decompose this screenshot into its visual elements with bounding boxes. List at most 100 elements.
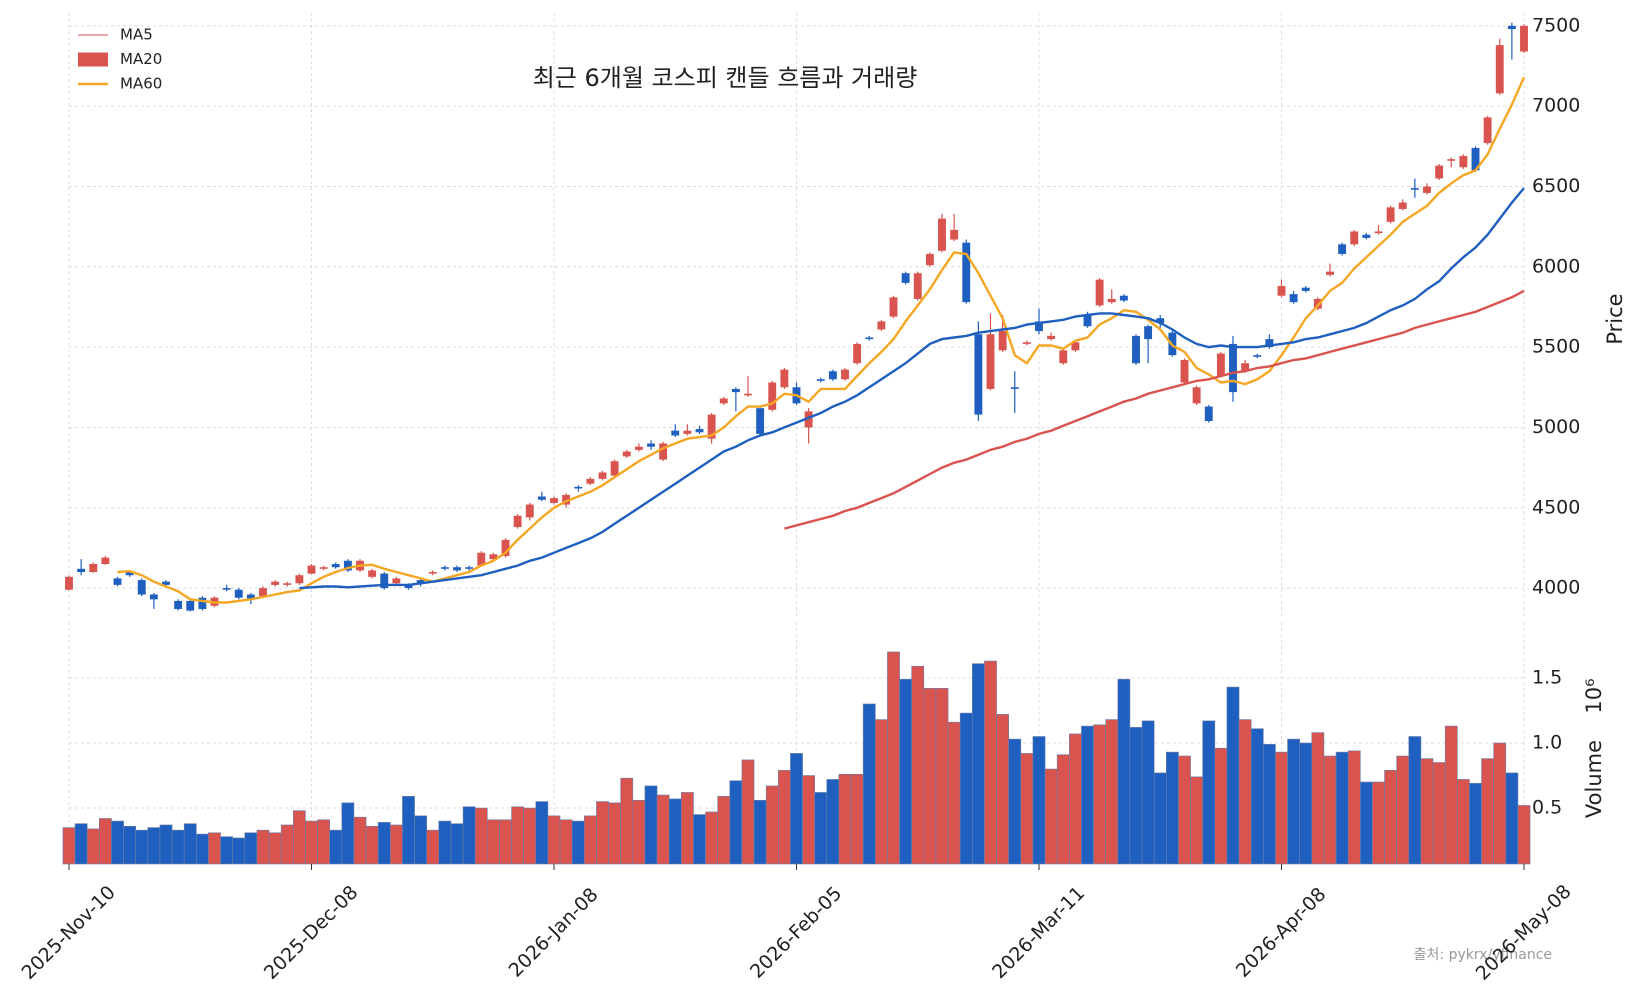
volume-multiplier: 10⁶ <box>1582 678 1606 713</box>
volume-bar <box>875 719 888 865</box>
volume-bar <box>1432 762 1446 865</box>
candle-body <box>283 583 292 585</box>
volume-bar <box>159 824 173 865</box>
candle-body <box>1289 294 1298 303</box>
volume-bar <box>1311 732 1325 865</box>
volume-bar <box>1044 768 1058 865</box>
legend-label: MA5 <box>120 26 153 44</box>
volume-bar <box>111 820 124 865</box>
candle-body <box>137 580 146 595</box>
candle-body <box>331 563 340 568</box>
candle-body <box>1374 231 1383 234</box>
volume-bar <box>208 832 221 865</box>
volume-bar <box>462 806 476 865</box>
candle-body <box>319 567 328 569</box>
volume-bar <box>1141 720 1155 865</box>
volume-bar <box>838 773 852 865</box>
volume-bar <box>511 806 524 865</box>
candle-body <box>149 594 158 600</box>
candle-body <box>1107 298 1116 303</box>
candle-body <box>392 578 401 584</box>
volume-bar <box>972 663 985 865</box>
candle-body <box>1059 350 1068 364</box>
candle-body <box>1435 165 1444 179</box>
volume-bar <box>1238 719 1252 865</box>
candle-body <box>671 430 680 436</box>
volume-bar <box>1481 758 1494 865</box>
candle-body <box>440 567 449 569</box>
candle-body <box>950 229 959 240</box>
candle-body <box>1144 326 1153 340</box>
volume-bar <box>899 678 912 865</box>
y-tick-label: 4500 <box>1532 496 1580 518</box>
volume-bar <box>1457 779 1470 865</box>
candle-body <box>962 242 971 303</box>
volume-bar <box>632 799 646 865</box>
volume-bar <box>232 837 246 865</box>
volume-bar <box>1032 736 1046 865</box>
candle-body <box>1192 387 1201 404</box>
moving-average-line <box>299 187 1525 590</box>
volume-bar <box>778 770 791 865</box>
volume-bar <box>765 785 779 865</box>
candle-body <box>574 486 583 489</box>
candle-body <box>198 597 207 609</box>
candle-body <box>998 331 1007 351</box>
candle-body <box>1180 359 1189 383</box>
volume-bar <box>1129 727 1143 865</box>
candle-body <box>1362 234 1371 238</box>
candle-body <box>525 504 534 518</box>
volume-bar <box>1166 751 1179 865</box>
volume-bar <box>596 801 609 865</box>
candle-body <box>610 461 619 476</box>
candle-body <box>695 429 704 433</box>
candle-body <box>550 498 558 503</box>
candle-body <box>853 343 862 364</box>
candle-body <box>295 575 304 584</box>
volume-bar <box>1069 733 1082 865</box>
candle-body <box>113 578 122 585</box>
candle-body <box>416 580 425 584</box>
volume-bar <box>317 819 330 865</box>
candle-body <box>1071 342 1080 351</box>
candle-body <box>804 411 813 428</box>
volume-bar <box>1408 736 1422 865</box>
candle-body <box>841 369 849 380</box>
y-tick-label: 5000 <box>1532 416 1580 438</box>
candle-body <box>865 337 874 340</box>
volume-tick-label: 1.0 <box>1532 732 1562 754</box>
candle-body <box>380 573 389 589</box>
volume-bar <box>426 829 440 865</box>
volume-bar <box>1008 738 1022 865</box>
volume-bar <box>1093 724 1106 865</box>
volume-bar <box>268 832 282 865</box>
candle-body <box>1119 295 1128 301</box>
y-tick-label: 6000 <box>1532 255 1580 277</box>
x-tick-label: 2026-Feb-05 <box>746 882 846 982</box>
y-tick-label: 6500 <box>1532 175 1580 197</box>
candle-body <box>719 398 728 404</box>
candle-body <box>780 369 789 388</box>
volume-bar <box>523 807 537 865</box>
candle-body <box>477 552 486 566</box>
moving-average-line <box>784 289 1525 530</box>
volume-bar <box>171 829 185 865</box>
candle-body <box>125 572 134 576</box>
candle-body <box>1520 25 1528 52</box>
candle-body <box>501 539 510 556</box>
volume-bar <box>123 825 136 865</box>
candle-body <box>1035 321 1043 332</box>
candle-body <box>1253 355 1262 357</box>
volume-bar <box>499 819 512 865</box>
candle-body <box>1265 339 1274 348</box>
candle-body <box>1229 343 1237 393</box>
candle-body <box>89 563 98 573</box>
candle-body <box>246 594 255 600</box>
volume-bar <box>717 796 731 865</box>
volume-bar <box>1517 805 1531 865</box>
volume-bar <box>402 796 415 865</box>
candle-body <box>756 408 765 434</box>
volume-bar <box>256 829 270 865</box>
